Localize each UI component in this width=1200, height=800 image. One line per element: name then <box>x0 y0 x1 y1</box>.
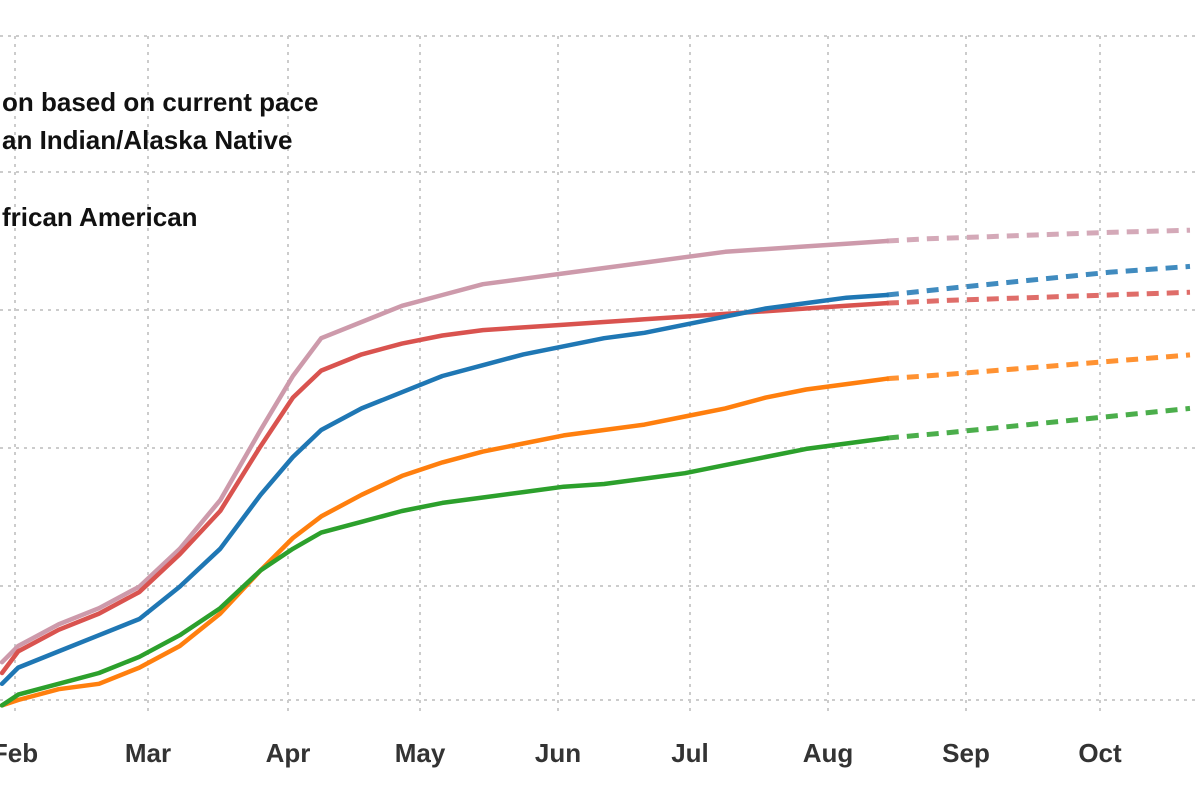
projection-line-4 <box>886 352 1191 382</box>
series-line-1 <box>0 238 890 665</box>
x-tick-label: May <box>395 738 446 768</box>
x-tick-label: Aug <box>803 738 854 768</box>
x-tick-label: Feb <box>0 738 38 768</box>
series-line-4 <box>0 376 890 708</box>
series-line-5 <box>0 435 890 708</box>
x-tick-label: Sep <box>942 738 990 768</box>
series-lines <box>0 227 1191 708</box>
x-tick-label: Jul <box>671 738 709 768</box>
projection-line-1 <box>886 227 1191 244</box>
legend: on based on current pace an Indian/Alaska… <box>2 87 318 232</box>
legend-entry: an Indian/Alaska Native <box>2 125 292 155</box>
projection-line-2 <box>886 289 1191 306</box>
gridlines <box>0 35 1200 715</box>
series-line-2 <box>0 300 890 676</box>
x-tick-label: Mar <box>125 738 171 768</box>
x-tick-label: Jun <box>535 738 581 768</box>
series-line-3 <box>0 292 890 687</box>
projection-line-5 <box>886 405 1191 441</box>
x-tick-label: Oct <box>1078 738 1122 768</box>
legend-entry: frican American <box>2 202 198 232</box>
legend-entry: on based on current pace <box>2 87 318 117</box>
x-tick-label: Apr <box>266 738 311 768</box>
projection-line-3 <box>886 263 1191 298</box>
x-axis: Feb Mar Apr May Jun Jul Aug Sep Oct <box>0 738 1122 768</box>
